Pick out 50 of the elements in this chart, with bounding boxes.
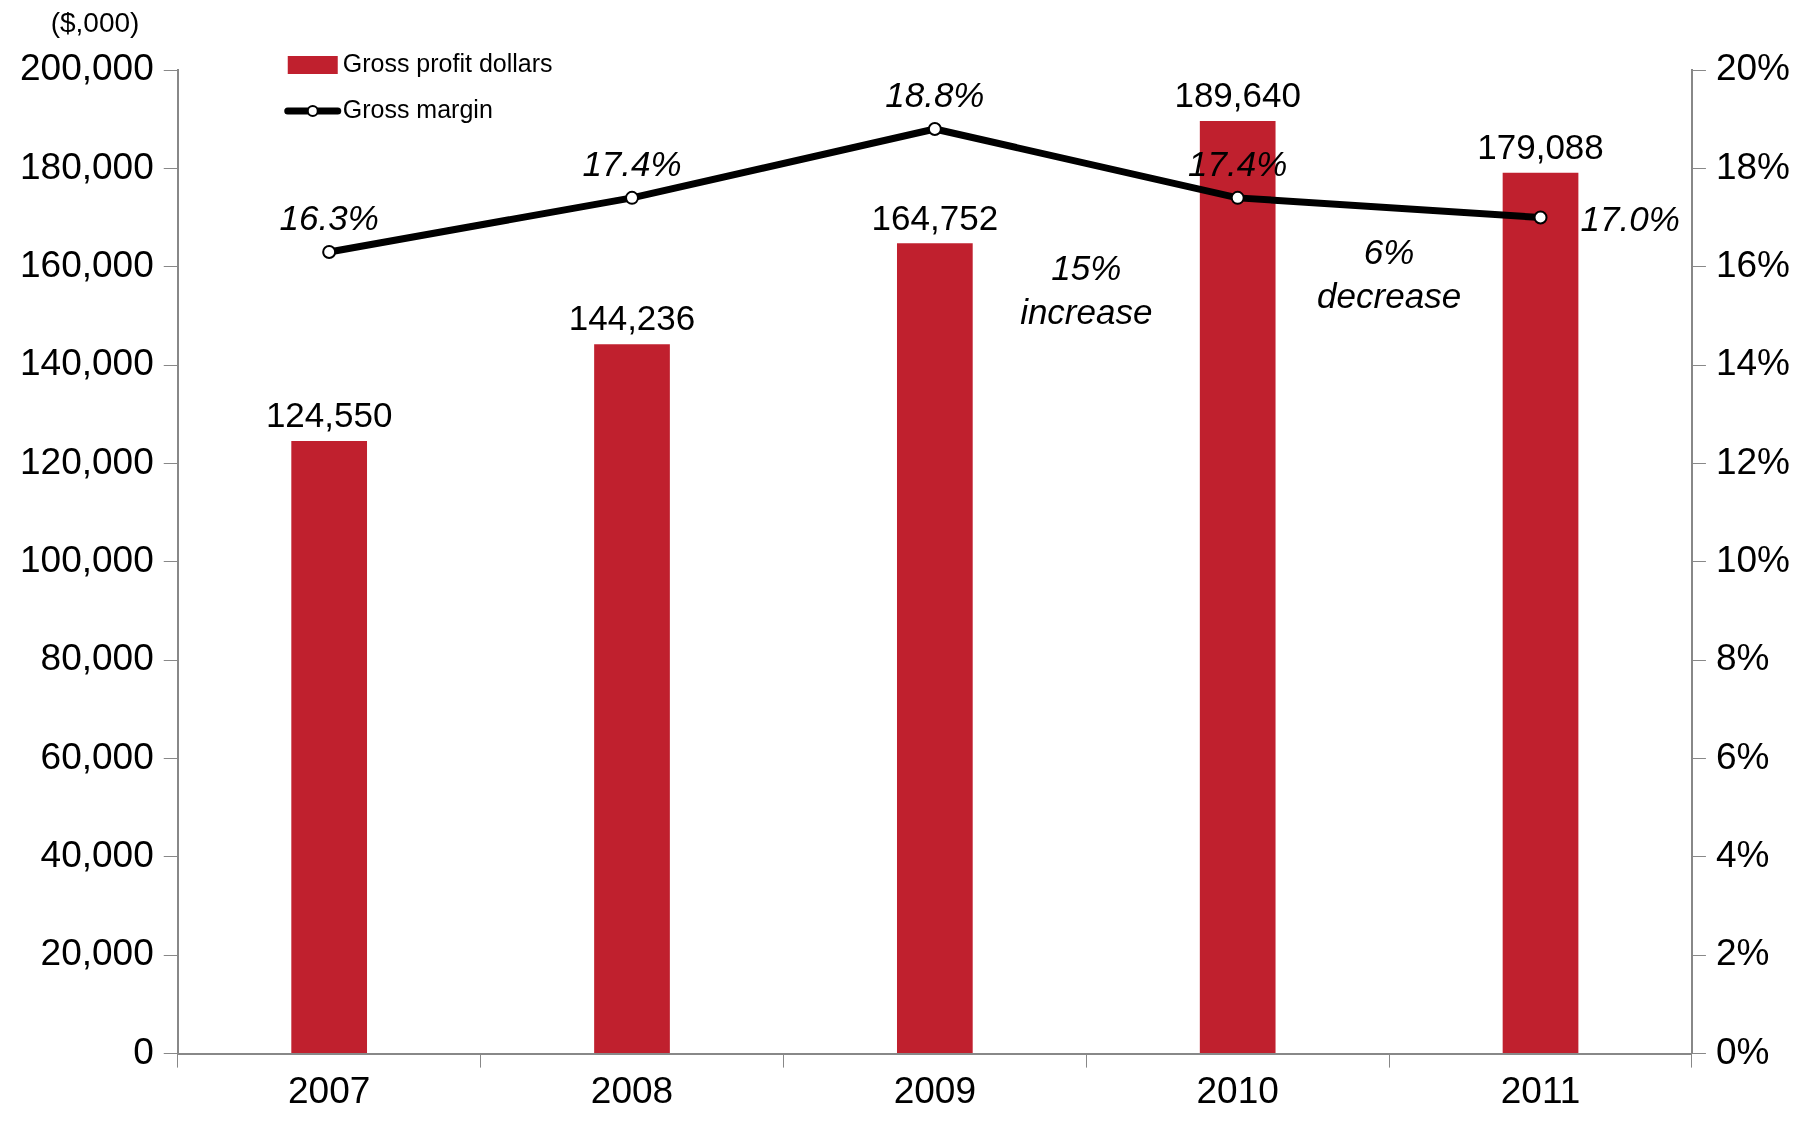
y2-tick-label: 4% bbox=[1715, 834, 1770, 876]
bar bbox=[896, 243, 973, 1054]
y2-tick-label: 0% bbox=[1715, 1030, 1770, 1072]
x-tick-label: 2008 bbox=[590, 1070, 674, 1111]
y2-tick-label: 14% bbox=[1715, 342, 1791, 384]
legend-label: Gross profit dollars bbox=[342, 48, 553, 77]
x-tick-label: 2010 bbox=[1196, 1070, 1279, 1111]
y2-tick-label: 10% bbox=[1715, 539, 1791, 580]
data-label: 144,236 bbox=[568, 298, 696, 338]
data-label: 17.4% bbox=[582, 144, 682, 184]
data-label: 179,088 bbox=[1477, 127, 1604, 166]
y2-tick-label: 2% bbox=[1715, 932, 1770, 974]
point bbox=[1533, 210, 1548, 225]
legend-label: Gross margin bbox=[342, 94, 493, 123]
point bbox=[1230, 190, 1245, 205]
x-tick-label: 2007 bbox=[288, 1070, 371, 1111]
y-tick-label: 60,000 bbox=[40, 735, 154, 777]
y-tick-label: 180,000 bbox=[20, 145, 154, 187]
data-label: 124,550 bbox=[265, 395, 393, 435]
data-label: 18.8% bbox=[885, 75, 985, 115]
y2-tick-label: 8% bbox=[1715, 637, 1770, 679]
data-label: 17.0% bbox=[1580, 199, 1680, 239]
point bbox=[322, 244, 337, 259]
y-tick-label: 100,000 bbox=[20, 539, 154, 580]
annotation: 15% increase bbox=[1020, 247, 1153, 331]
bar bbox=[291, 441, 368, 1054]
y-tick-label: 80,000 bbox=[40, 637, 154, 679]
y-axis-title: ($,000) bbox=[50, 6, 140, 38]
y-tick-label: 160,000 bbox=[20, 243, 154, 285]
y2-tick-label: 20% bbox=[1715, 47, 1791, 89]
bar bbox=[1502, 172, 1579, 1054]
y2-tick-label: 12% bbox=[1715, 440, 1791, 482]
annotation: 6% decrease bbox=[1317, 231, 1462, 315]
data-label: 16.3% bbox=[279, 198, 379, 238]
y-tick-label: 120,000 bbox=[20, 440, 154, 482]
point bbox=[927, 122, 942, 137]
x-tick-label: 2009 bbox=[893, 1070, 976, 1111]
y2-tick-label: 16% bbox=[1715, 243, 1791, 285]
y-tick-label: 20,000 bbox=[40, 932, 154, 974]
point bbox=[625, 190, 640, 205]
y-tick-label: 200,000 bbox=[20, 47, 154, 89]
y-tick-label: 140,000 bbox=[20, 342, 154, 384]
data-label: 189,640 bbox=[1174, 75, 1301, 115]
y-tick-label: 40,000 bbox=[40, 834, 154, 876]
y-tick-label: 0 bbox=[133, 1030, 154, 1072]
y2-tick-label: 6% bbox=[1715, 735, 1770, 777]
x-tick-label: 2011 bbox=[1500, 1070, 1581, 1111]
data-label: 164,752 bbox=[871, 197, 999, 237]
bar bbox=[594, 344, 670, 1054]
y2-tick-label: 18% bbox=[1715, 145, 1791, 187]
